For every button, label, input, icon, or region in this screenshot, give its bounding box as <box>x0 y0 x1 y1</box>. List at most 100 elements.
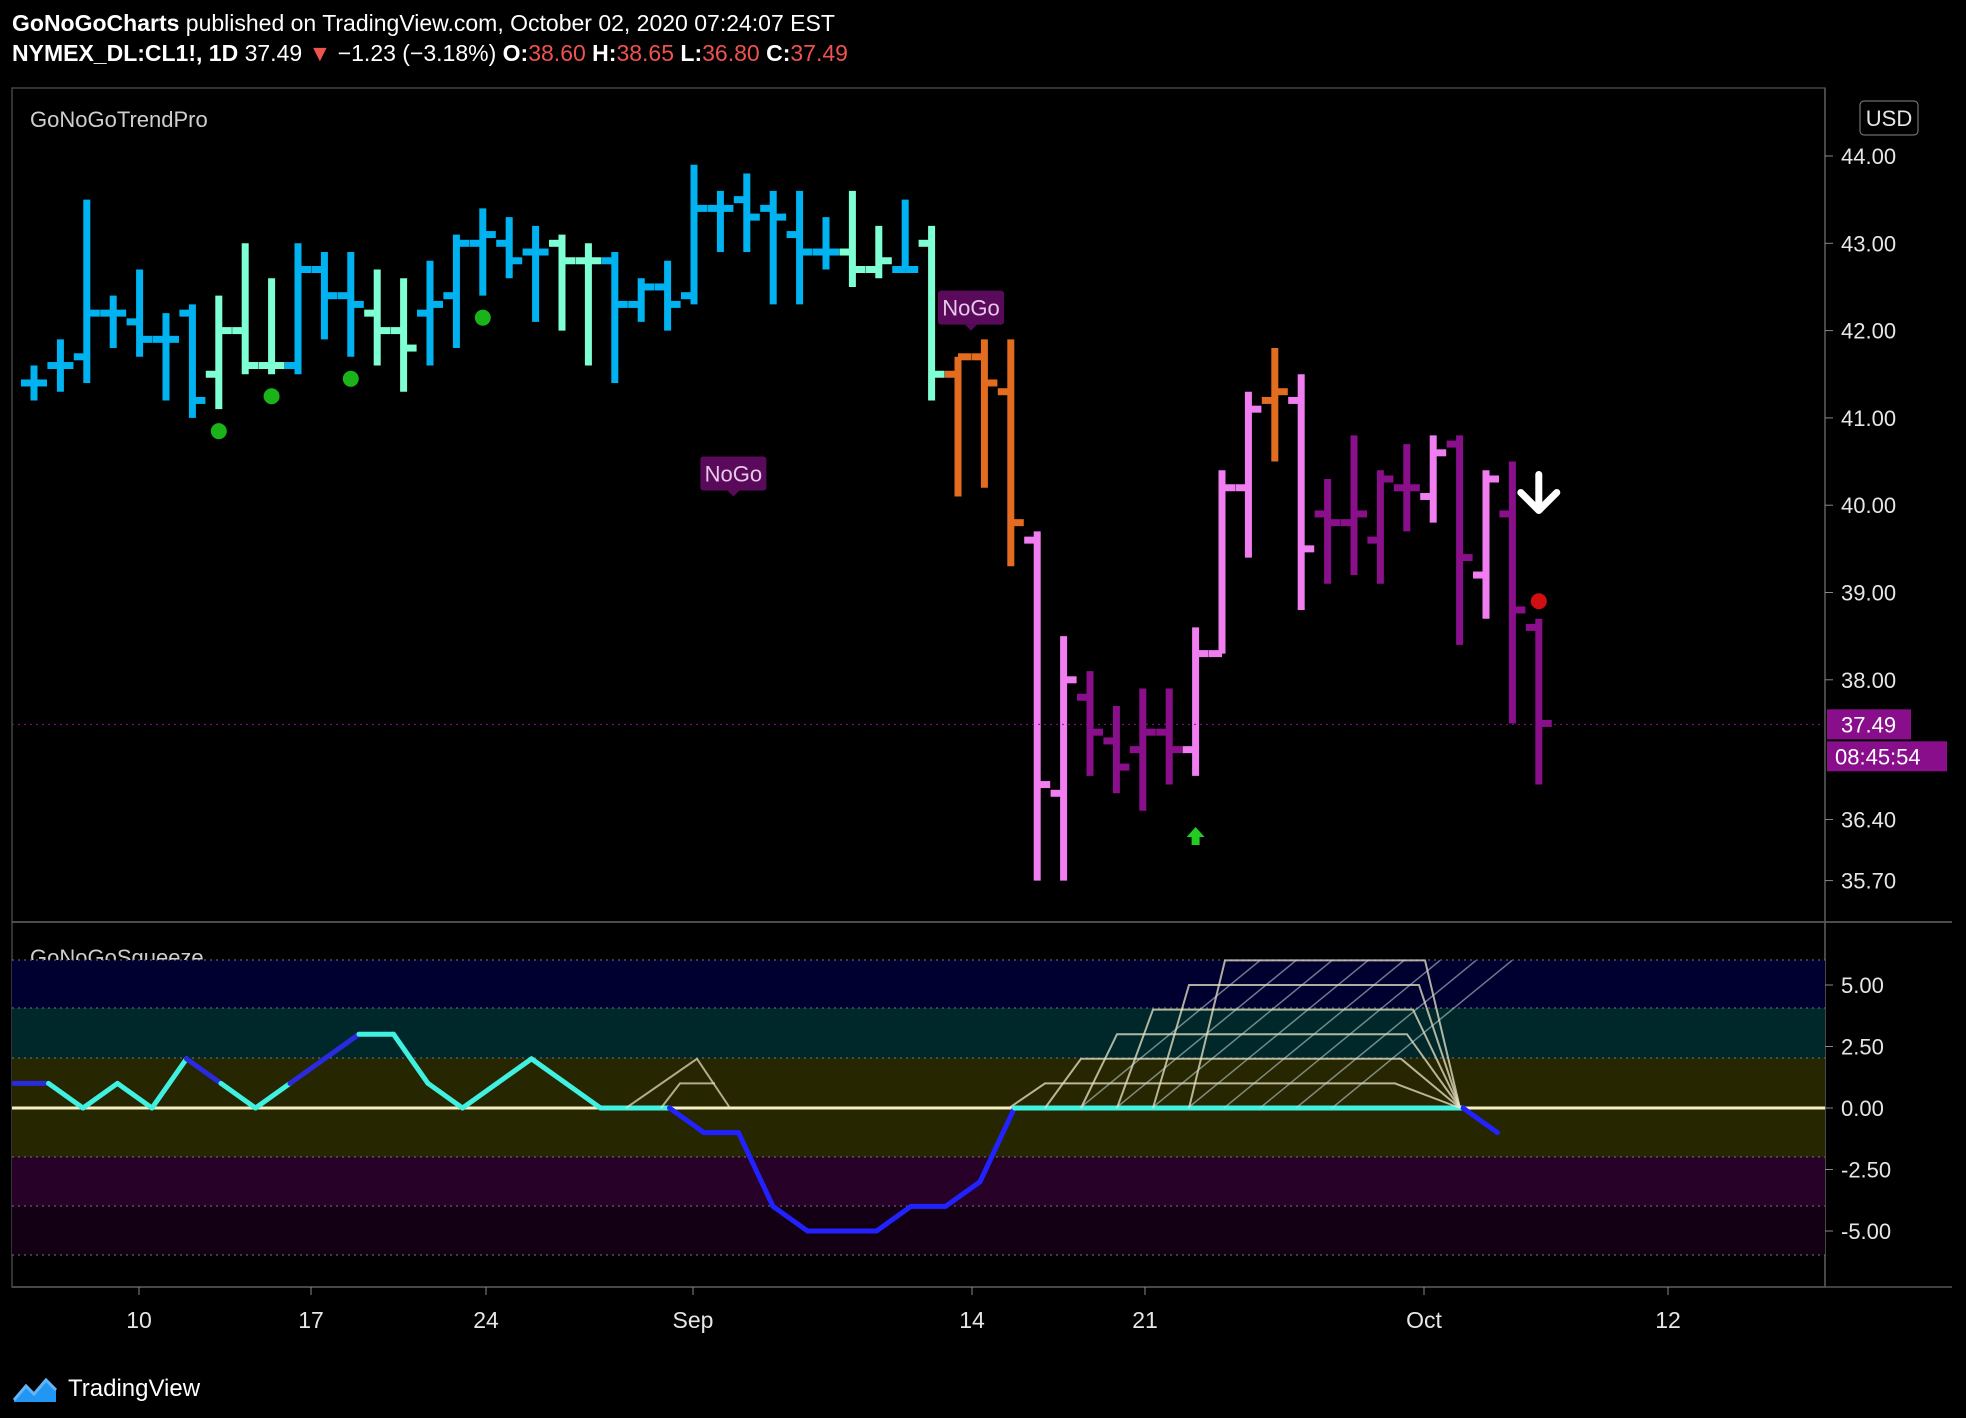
price-change: −1.23 (−3.18%) <box>337 40 497 66</box>
nogo-signal-dot <box>1530 593 1547 610</box>
currency-label: USD <box>1866 106 1912 131</box>
time-tick-label: 21 <box>1132 1307 1158 1333</box>
squeeze-line-segment <box>460 1080 500 1111</box>
ohlc-bar <box>628 278 655 322</box>
ohlc-bar <box>205 295 232 410</box>
ohlc-bar <box>1393 444 1420 532</box>
ohlc-bar <box>760 190 787 305</box>
published-text: published on TradingView.com, October 02… <box>185 10 835 36</box>
nogo-annotation-box <box>938 290 1004 325</box>
price-tick-label: 43.00 <box>1841 231 1896 256</box>
ohlc-bar <box>945 353 971 497</box>
ohlc-bar <box>918 225 945 401</box>
squeeze-line-segment <box>874 1203 914 1234</box>
footer: TradingView <box>12 1374 200 1404</box>
ohlc-bar <box>654 260 681 331</box>
ohlc-bar <box>47 339 74 392</box>
ohlc-bar <box>258 278 285 375</box>
time-tick-label: 24 <box>473 1307 499 1333</box>
go-signal-dot <box>474 309 491 326</box>
open-label: O: <box>502 40 529 66</box>
ohlc-bar <box>839 190 866 287</box>
squeeze-line-segment <box>218 1080 258 1111</box>
ohlc-bar <box>549 234 575 331</box>
ohlc-bar <box>390 278 417 392</box>
squeeze-grid-diagonal <box>1115 959 1297 1109</box>
squeeze-line-segment <box>770 1203 810 1234</box>
squeeze-tick-label: 2.50 <box>1841 1035 1884 1060</box>
ohlc-bar <box>1077 671 1103 776</box>
ohlc-bar <box>813 217 839 270</box>
ohlc-bar <box>1473 470 1499 619</box>
price-tick-label: 36.40 <box>1841 807 1896 832</box>
publisher-name[interactable]: GoNoGoCharts <box>12 10 180 36</box>
squeeze-tick-label: -5.00 <box>1841 1219 1891 1244</box>
ohlc-bar <box>1341 435 1367 576</box>
price-tick-label: 39.00 <box>1841 581 1896 606</box>
ohlc-bar <box>1446 435 1473 645</box>
nogo-annotation-label: NoGo <box>942 296 999 321</box>
last-price-label: 37.49 <box>1841 712 1896 737</box>
countdown-label: 08:45:54 <box>1835 744 1921 769</box>
down-arrow-icon: ▼ <box>308 40 332 66</box>
squeeze-line-segment <box>80 1080 120 1111</box>
time-tick-label: Sep <box>673 1307 714 1333</box>
squeeze-grid-diagonal <box>1223 959 1405 1109</box>
ohlc-bar <box>1367 470 1394 584</box>
squeeze-grid-level <box>1152 984 1461 1109</box>
squeeze-line-segment <box>736 1130 776 1209</box>
ohlc-bar <box>1129 688 1156 811</box>
squeeze-line-segment <box>287 1056 327 1086</box>
close-value: 37.49 <box>790 40 848 66</box>
last-price-tag <box>1827 709 1911 740</box>
squeeze-line-segment <box>391 1031 431 1086</box>
footer-brand[interactable]: TradingView <box>68 1375 201 1402</box>
ohlc-line: NYMEX_DL:CL1!, 1D 37.49 ▼ −1.23 (−3.18%)… <box>12 38 848 68</box>
price-tick-label: 41.00 <box>1841 406 1896 431</box>
squeeze-mini-grid <box>660 1082 715 1109</box>
ohlc-bar <box>1103 705 1130 794</box>
ohlc-bar <box>707 190 734 253</box>
squeeze-line-segment <box>667 1105 707 1136</box>
squeeze-grid-level <box>1080 1033 1461 1109</box>
ohlc-bar <box>892 199 919 273</box>
squeeze-line-segment <box>184 1056 224 1086</box>
squeeze-line-segment <box>425 1080 465 1111</box>
ohlc-bar <box>522 225 549 322</box>
ohlc-bar <box>469 208 496 296</box>
go-signal-dot <box>263 388 280 405</box>
price-tick-label: 40.00 <box>1841 493 1896 518</box>
nogo-annotation-label: NoGo <box>705 461 762 486</box>
time-tick-label: 17 <box>298 1307 324 1333</box>
ohlc-bar <box>1235 391 1262 558</box>
low-label: L: <box>680 40 703 66</box>
time-tick-label: 12 <box>1655 1307 1681 1333</box>
squeeze-line-segment <box>1460 1105 1500 1136</box>
price-tick-label: 38.00 <box>1841 668 1896 693</box>
ohlc-bar <box>997 339 1024 567</box>
ohlc-bar <box>681 164 707 305</box>
price-tick-label: 35.70 <box>1841 869 1896 894</box>
squeeze-grid-diagonal <box>1295 959 1477 1109</box>
currency-badge <box>1859 100 1919 136</box>
nogo-annotation-pointer <box>965 324 977 331</box>
close-label: C: <box>766 40 791 66</box>
time-tick-label: 10 <box>126 1307 152 1333</box>
go-signal-dot <box>342 370 359 387</box>
ohlc-bar <box>73 199 100 383</box>
trend-indicator-label: GoNoGoTrendPro <box>30 107 208 132</box>
ohlc-bar <box>496 217 523 279</box>
ohlc-bar <box>1261 348 1288 462</box>
chart-header: GoNoGoCharts published on TradingView.co… <box>12 8 848 68</box>
price-tick-label: 42.00 <box>1841 319 1896 344</box>
ohlc-bar <box>417 260 443 366</box>
open-value: 38.60 <box>528 40 586 66</box>
squeeze-grid-level <box>1008 1082 1461 1109</box>
squeeze-grid-diagonal <box>1187 959 1369 1109</box>
tradingview-logo-icon[interactable] <box>12 1374 58 1404</box>
symbol-label[interactable]: NYMEX_DL:CL1!, 1D <box>12 40 239 66</box>
ohlc-bar <box>100 295 127 349</box>
squeeze-grid-diagonal <box>1331 959 1513 1109</box>
last-price: 37.49 <box>244 40 303 66</box>
